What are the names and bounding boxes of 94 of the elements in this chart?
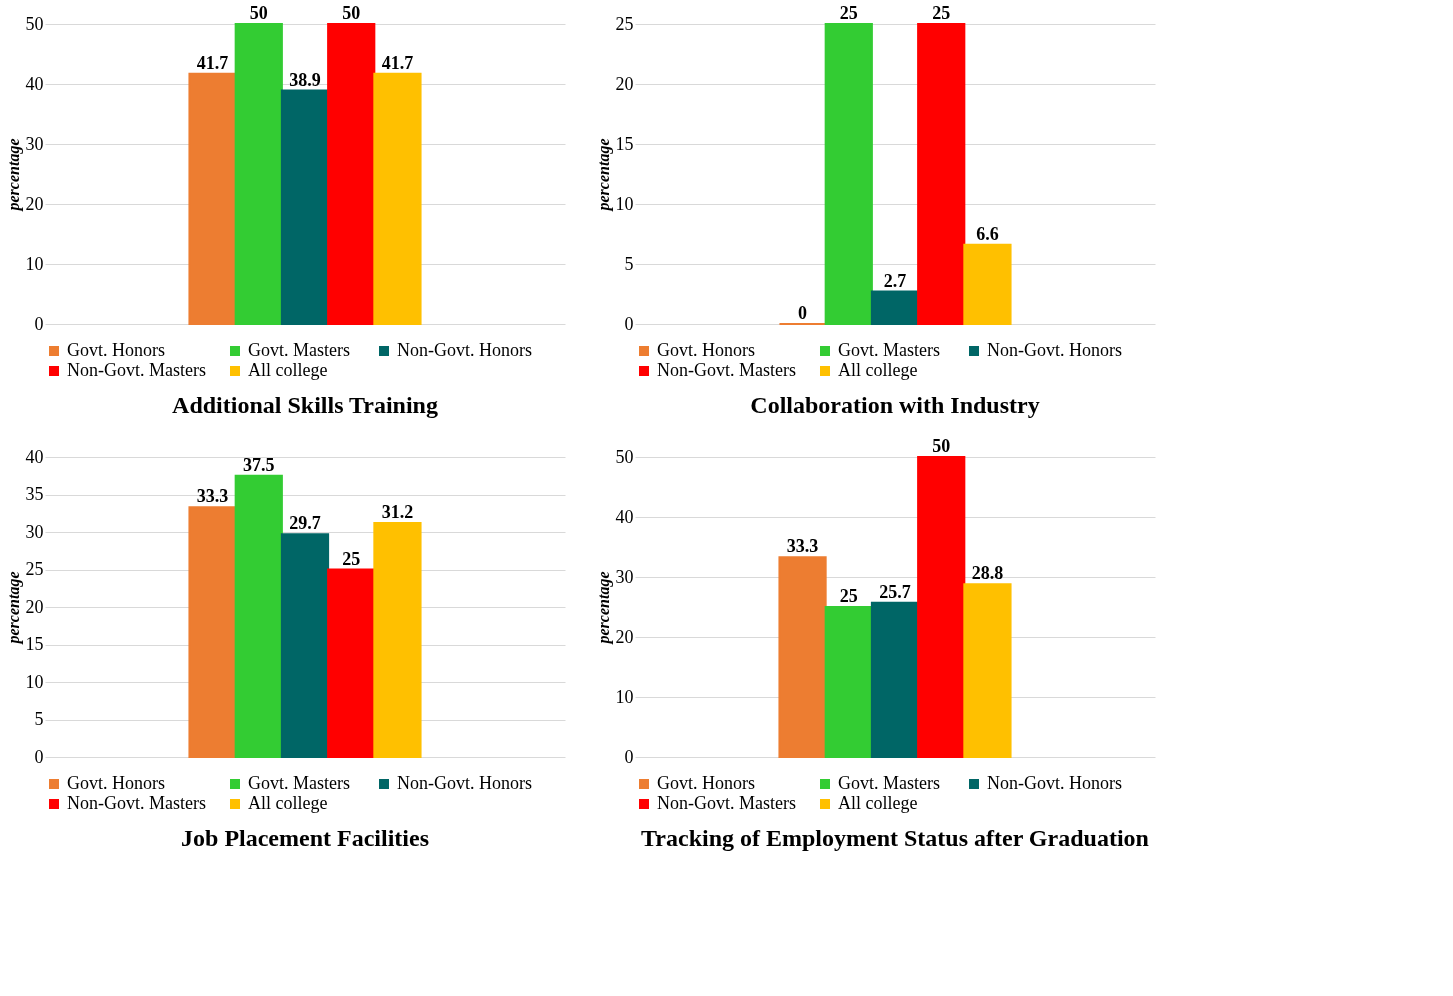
data-label: 50: [249, 3, 268, 23]
data-label: 33.3: [196, 486, 229, 507]
data-label: 41.7: [196, 52, 229, 73]
text: Job Placement Facilities: [181, 825, 429, 851]
y-tick-label: 5: [624, 253, 634, 274]
legend-label: Govt. Honors: [657, 773, 755, 793]
legend-label: Non-Govt. Masters: [657, 360, 796, 380]
legend-label: Non-Govt. Masters: [657, 793, 796, 813]
data-label: 25.7: [879, 581, 911, 602]
bar: [188, 506, 237, 758]
bar: [917, 23, 966, 325]
y-tick-label: 25: [615, 13, 634, 34]
legend-label: All college: [838, 360, 918, 380]
y-tick-label: 10: [25, 253, 44, 274]
legend-label: Govt. Honors: [657, 340, 755, 360]
y-tick-label: 10: [615, 686, 634, 707]
y-tick-label: 5: [34, 709, 44, 729]
legend-label: Non-Govt. Masters: [67, 360, 206, 380]
y-tick-label: 0: [34, 313, 44, 334]
y-axis-title: percentage: [4, 571, 23, 646]
legend-label: Govt. Honors: [67, 773, 165, 793]
bar: [327, 23, 376, 325]
bar: [188, 72, 237, 325]
data-label: 25: [342, 548, 361, 569]
bar: [963, 583, 1012, 758]
legend-label: Non-Govt. Honors: [987, 773, 1122, 793]
data-label: 2.7: [883, 270, 907, 291]
data-label: 6.6: [976, 223, 999, 244]
bar: [824, 23, 873, 325]
legend-label: Govt. Masters: [838, 340, 940, 360]
y-tick-label: 35: [25, 484, 44, 504]
y-tick-label: 40: [25, 446, 44, 467]
bar: [373, 522, 422, 758]
y-tick-label: 20: [25, 193, 44, 214]
legend-label: Govt. Masters: [248, 773, 350, 793]
y-tick-label: 20: [615, 626, 634, 647]
legend-label: All college: [838, 793, 918, 813]
data-label: 25: [839, 586, 858, 606]
data-label: 50: [342, 3, 361, 23]
text: Collaboration with Industry: [750, 392, 1040, 418]
y-tick-label: 0: [34, 746, 44, 767]
bar: [280, 89, 330, 325]
y-tick-label: 40: [615, 506, 634, 527]
y-tick-label: 30: [25, 133, 44, 154]
data-label: 25: [839, 3, 858, 23]
bar: [870, 601, 920, 758]
bar: [327, 568, 376, 758]
bar: [824, 606, 873, 758]
data-label: 41.7: [381, 52, 414, 73]
data-label: 38.9: [289, 69, 321, 90]
y-tick-label: 40: [25, 73, 44, 94]
data-label: 25: [932, 3, 951, 23]
y-tick-label: 30: [25, 521, 44, 542]
data-label: 37.5: [243, 454, 275, 475]
legend-label: Non-Govt. Masters: [67, 793, 206, 813]
data-label: 33.3: [786, 536, 819, 557]
bar: [234, 23, 283, 325]
bar: [234, 474, 283, 758]
data-label: 31.2: [381, 502, 414, 522]
legend-label: Non-Govt. Honors: [987, 340, 1122, 360]
bar: [963, 243, 1012, 325]
text: Additional Skills Training: [172, 392, 438, 418]
data-label: 50: [932, 436, 951, 456]
y-axis-title: percentage: [594, 571, 613, 646]
legend-label: All college: [248, 360, 328, 380]
y-tick-label: 20: [615, 73, 634, 94]
y-tick-label: 20: [25, 596, 44, 617]
legend-label: Govt. Masters: [838, 773, 940, 793]
legend-label: Govt. Honors: [67, 340, 165, 360]
data-label: 29.7: [289, 513, 321, 534]
bar: [280, 533, 330, 758]
y-tick-label: 0: [624, 746, 634, 767]
y-tick-label: 15: [25, 634, 44, 654]
legend-label: Govt. Masters: [248, 340, 350, 360]
data-label: 0: [798, 303, 808, 323]
y-tick-label: 15: [615, 133, 634, 154]
y-axis-title: percentage: [4, 138, 23, 213]
legend-label: All college: [248, 793, 328, 813]
bar: [870, 290, 920, 325]
data-label: 28.8: [971, 563, 1004, 584]
bar: [778, 556, 827, 758]
text: Tracking of Employment Status after Graduation: [641, 825, 1149, 851]
y-tick-label: 10: [615, 193, 634, 214]
y-axis-title: percentage: [594, 138, 613, 213]
y-tick-label: 50: [25, 13, 44, 34]
y-tick-label: 25: [25, 559, 44, 579]
legend-label: Non-Govt. Honors: [397, 773, 532, 793]
y-tick-label: 10: [25, 671, 44, 692]
y-tick-label: 30: [615, 566, 634, 587]
y-tick-label: 50: [615, 446, 634, 467]
bar: [917, 456, 966, 758]
y-tick-label: 0: [624, 313, 634, 334]
bar: [373, 72, 422, 325]
legend-label: Non-Govt. Honors: [397, 340, 532, 360]
